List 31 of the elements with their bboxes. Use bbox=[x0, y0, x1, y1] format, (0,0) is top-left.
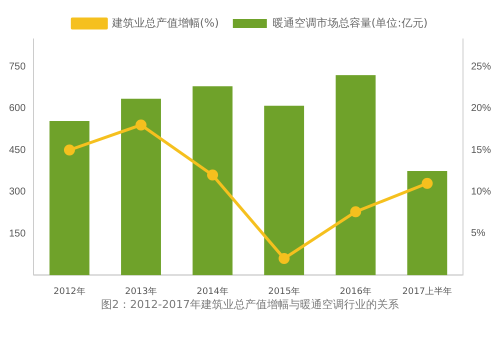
y2-tick-label: 20% bbox=[470, 103, 492, 114]
x-tick-label: 2014年 bbox=[196, 286, 229, 297]
caption: 图2：2012-2017年建筑业总产值增幅与暖通空调行业的关系 bbox=[101, 298, 399, 311]
y-tick-label: 600 bbox=[8, 103, 26, 114]
bar bbox=[121, 98, 161, 276]
x-tick-label: 2013年 bbox=[125, 286, 157, 297]
x-tick-label: 2016年 bbox=[340, 286, 372, 297]
y2-tick-label: 25% bbox=[470, 61, 492, 72]
y-tick-label: 300 bbox=[8, 186, 26, 198]
point bbox=[422, 178, 433, 189]
point bbox=[350, 206, 362, 218]
y2-tick-label: 15% bbox=[470, 144, 492, 156]
x-tick-label: 2015年 bbox=[268, 286, 300, 297]
point bbox=[207, 170, 218, 181]
x-tick-label: 2017上半年 bbox=[402, 286, 452, 297]
bar bbox=[192, 86, 233, 276]
bar bbox=[264, 106, 304, 276]
y-tick-label: 150 bbox=[8, 228, 26, 240]
legend-label: 暖通空调市场总容量(单位:亿元) bbox=[272, 16, 428, 30]
bar bbox=[407, 170, 448, 276]
y-tick-label: 750 bbox=[8, 62, 26, 73]
point bbox=[64, 144, 75, 156]
point bbox=[278, 253, 290, 264]
y-tick-label: 450 bbox=[8, 144, 26, 156]
legend-label: 建筑业总产值增幅(%) bbox=[110, 16, 219, 30]
x-tick-label: 2012年 bbox=[54, 286, 86, 297]
bar bbox=[49, 120, 90, 276]
point bbox=[136, 119, 147, 130]
bar bbox=[336, 75, 376, 276]
y2-tick-label: 10% bbox=[470, 186, 492, 198]
y2-tick-label: 5% bbox=[470, 228, 486, 240]
